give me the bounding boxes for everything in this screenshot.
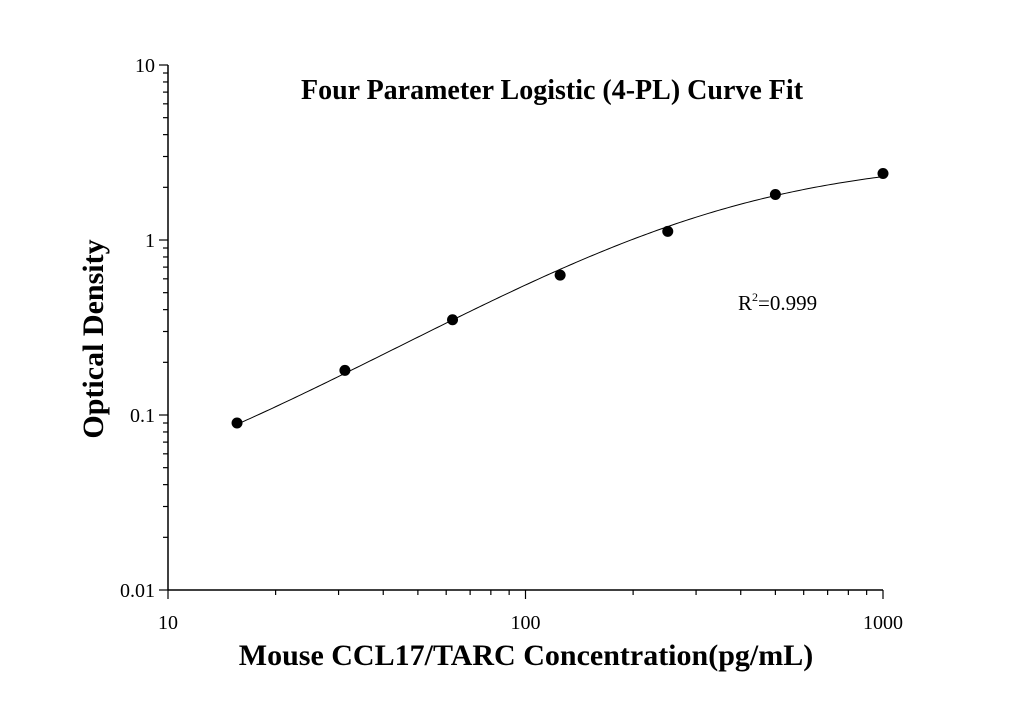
y-tick-label: 1 — [145, 230, 155, 252]
data-point — [339, 364, 351, 376]
y-axis-label: Optical Density — [77, 239, 110, 438]
x-tick-label: 1000 — [863, 612, 903, 634]
x-axis-label: Mouse CCL17/TARC Concentration(pg/mL) — [239, 639, 813, 672]
data-point — [877, 167, 889, 179]
y-tick-label: 0.01 — [120, 580, 155, 602]
data-point — [769, 188, 781, 200]
data-points — [231, 167, 889, 429]
chart-title: Four Parameter Logistic (4-PL) Curve Fit — [301, 75, 804, 106]
y-tick-label: 10 — [135, 55, 155, 77]
data-point — [554, 269, 566, 281]
data-point — [447, 314, 459, 326]
x-tick-label: 100 — [511, 612, 541, 634]
y-tick-label: 0.1 — [130, 405, 155, 427]
r-squared-annotation: R2=0.999 — [738, 290, 817, 315]
x-tick-label: 10 — [158, 612, 178, 634]
r-squared-superscript: 2 — [752, 290, 758, 304]
data-point — [231, 417, 243, 429]
r-squared-value: =0.999 — [758, 291, 817, 315]
data-point — [662, 225, 674, 237]
axes: 10 100 1000 0.01 0.1 1 10 — [120, 55, 903, 634]
r-squared-prefix: R — [738, 291, 752, 315]
